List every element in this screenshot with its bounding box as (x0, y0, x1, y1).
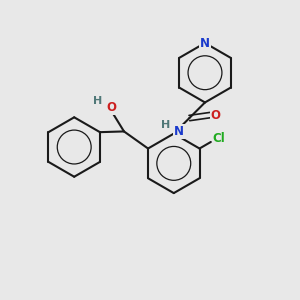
Text: H: H (161, 120, 170, 130)
Text: H: H (93, 96, 102, 106)
Text: N: N (174, 125, 184, 138)
Text: O: O (211, 109, 220, 122)
Text: O: O (106, 101, 116, 114)
Text: N: N (200, 37, 210, 50)
Text: Cl: Cl (212, 132, 225, 145)
